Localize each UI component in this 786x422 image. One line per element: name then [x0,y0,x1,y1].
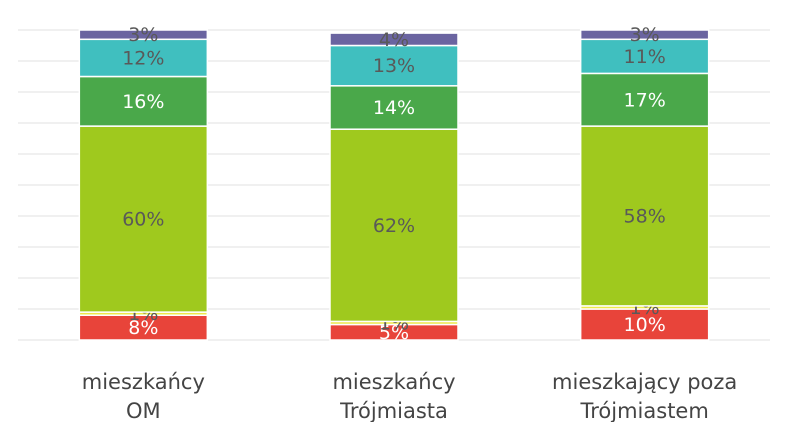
value-label: 60% [122,209,164,231]
bar-segment [579,38,710,75]
value-label: 17% [624,89,666,111]
x-tick-label: mieszkańcy [332,370,455,394]
value-label: 5% [379,322,409,344]
value-label: 13% [373,55,415,77]
x-tick-label: mieszkający poza [552,370,737,394]
bar-segment [78,29,209,41]
bar-segment [329,85,459,130]
bar-segment [329,32,459,47]
bar-segment [329,44,459,87]
bar-segment [78,314,209,341]
value-label: 12% [122,47,164,69]
value-label: 8% [128,317,158,339]
x-tick-label: OM [126,399,161,422]
bar-segment [579,308,710,341]
value-label: 58% [624,206,666,228]
bar-segment [579,29,710,41]
value-label: 10% [624,314,666,336]
value-label: 62% [373,215,415,237]
bar-segment [579,125,710,307]
value-label: 14% [373,97,415,119]
bar-segment [78,75,209,127]
x-tick-label: mieszkańcy [82,370,205,394]
value-label: 11% [624,46,666,68]
x-tick-label: Trójmiasta [339,399,448,422]
bar-segment [78,125,209,313]
bar-segment [78,38,209,78]
value-label: 4% [379,29,409,51]
value-label: 3% [128,24,158,46]
value-label: 16% [122,91,164,113]
bar-segment [579,72,710,127]
value-label: 3% [630,24,660,46]
x-tick-label: Trójmiastem [580,399,709,422]
